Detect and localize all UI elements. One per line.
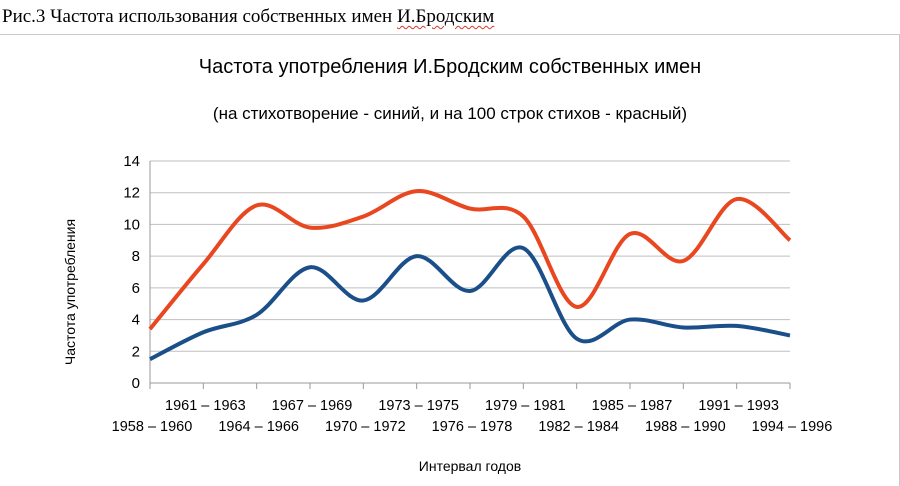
y-tick-label: 2 [132, 343, 140, 360]
figure-caption: Рис.3 Частота использования собственных … [2, 6, 494, 28]
y-tick-label: 4 [132, 312, 140, 329]
y-tick-label: 0 [132, 375, 140, 392]
x-tick-label: 1961 – 1963 [165, 398, 246, 414]
chart-subtitle: (на стихотворение - синий, и на 100 стро… [213, 104, 687, 123]
x-tick-label: 1988 – 1990 [645, 419, 726, 435]
x-tick-label: 1967 – 1969 [272, 398, 353, 414]
x-tick-label: 1982 – 1984 [538, 419, 619, 435]
x-tick-label: 1976 – 1978 [432, 419, 513, 435]
x-tick-label: 1979 – 1981 [485, 398, 566, 414]
x-tick-label: 1994 – 1996 [752, 419, 833, 435]
y-tick-label: 8 [132, 248, 140, 265]
y-tick-label: 12 [123, 185, 140, 202]
y-tick-label: 6 [132, 280, 140, 297]
y-tick-label: 10 [123, 216, 140, 233]
y-tick-labels: 0 2 4 6 8 10 12 14 [123, 153, 140, 392]
y-axis-label: Частота употребления [62, 219, 78, 365]
x-tick-label: 1970 – 1972 [325, 419, 406, 435]
x-tick-label: 1964 – 1966 [218, 419, 299, 435]
caption-prefix: Рис.3 Частота использования собственных … [2, 6, 397, 27]
x-tick-labels: 1958 – 1960 1961 – 1963 1964 – 1966 1967 – … [112, 398, 833, 435]
caption-underlined-name: И.Бродским [396, 6, 495, 27]
x-tick-label: 1985 – 1987 [592, 398, 673, 414]
x-tick-label: 1958 – 1960 [112, 419, 193, 435]
chart-title: Частота употребления И.Бродским собствен… [199, 56, 701, 78]
x-tick-label: 1991 – 1993 [698, 398, 779, 414]
series-line-0 [148, 189, 792, 331]
x-axis [149, 161, 791, 389]
y-tick-label: 14 [123, 153, 140, 170]
gridlines [150, 160, 790, 384]
series-lines [148, 189, 792, 361]
x-axis-label: Интервал годов [419, 458, 521, 474]
series-line-1 [149, 245, 791, 361]
x-tick-label: 1973 – 1975 [378, 398, 459, 414]
